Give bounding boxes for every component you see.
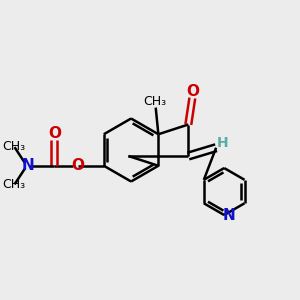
Text: CH₃: CH₃ [3,140,26,153]
Text: O: O [186,84,200,99]
Text: N: N [22,158,34,173]
Text: N: N [223,208,236,223]
Text: O: O [71,158,84,173]
Text: H: H [217,136,228,149]
Text: O: O [48,126,61,141]
Text: CH₃: CH₃ [144,95,167,108]
Text: CH₃: CH₃ [3,178,26,191]
